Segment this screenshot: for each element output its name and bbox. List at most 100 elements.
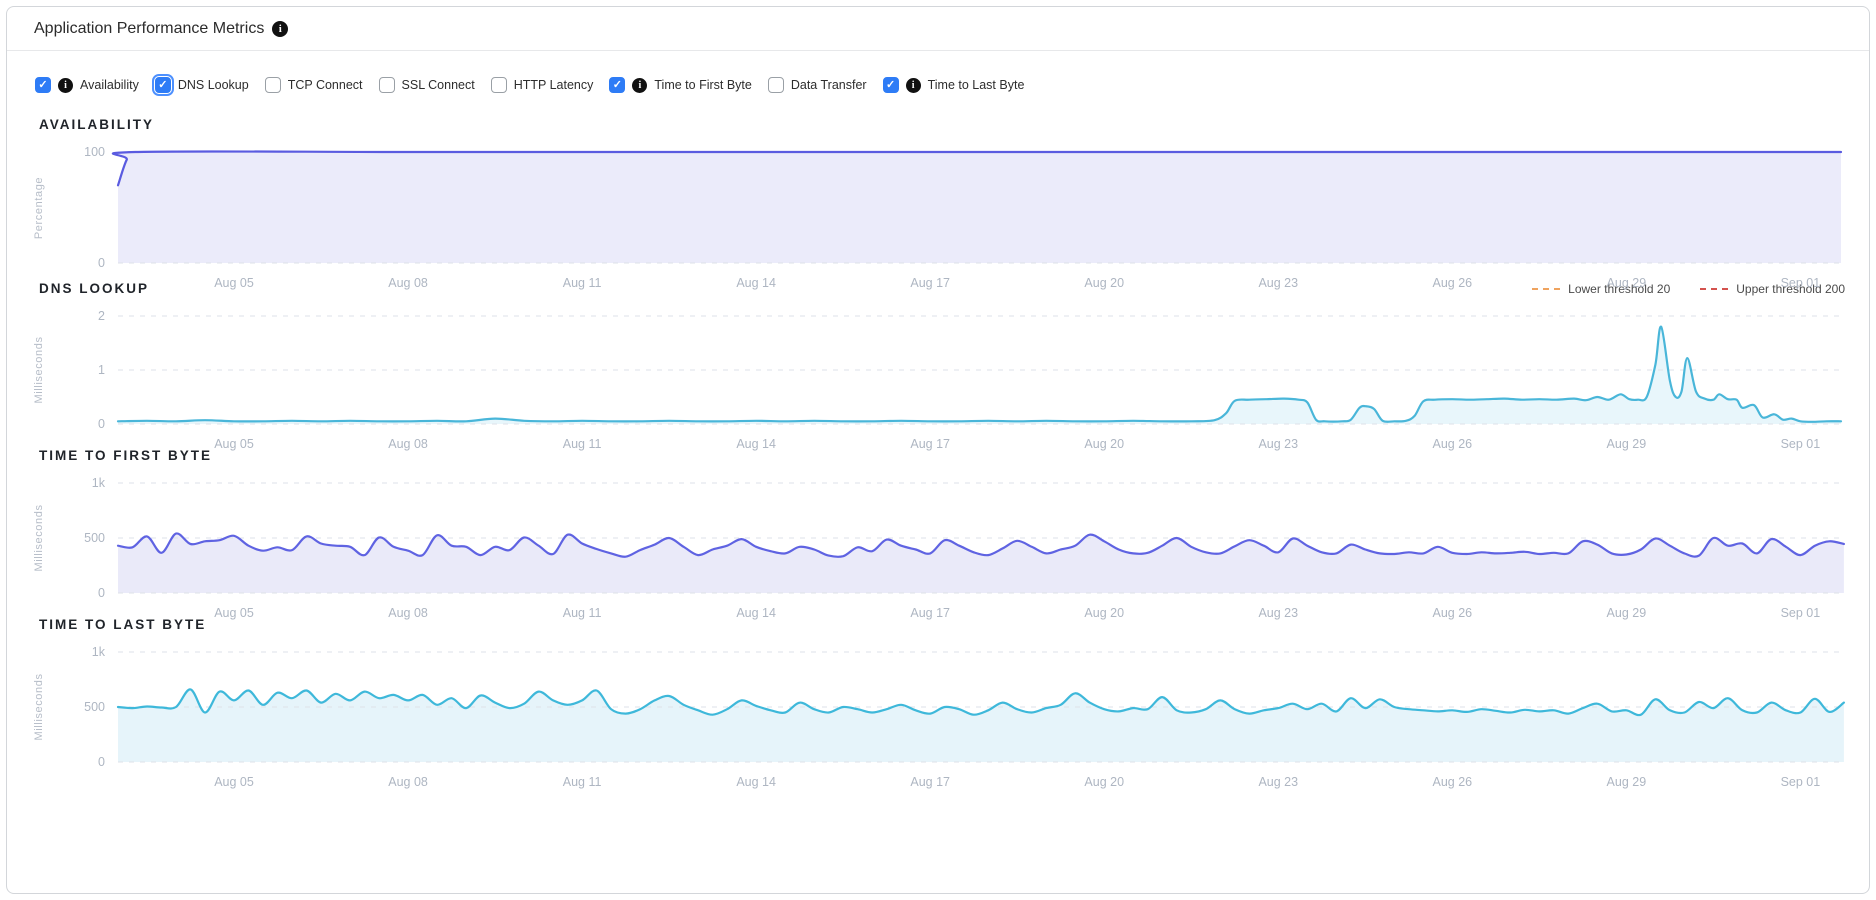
y-tick-label: 2 <box>98 309 105 323</box>
x-tick-label: Aug 20 <box>1084 437 1124 451</box>
x-tick-label: Sep 01 <box>1781 775 1821 789</box>
metric-toggles: ✓ i Availability ✓ DNS Lookup TCP Connect SSL … <box>7 51 1869 97</box>
x-tick-label: Aug 14 <box>736 437 776 451</box>
chart-title-availability: AVAILABILITY <box>39 117 154 132</box>
info-icon[interactable]: i <box>272 21 289 37</box>
x-tick-label: Aug 26 <box>1432 276 1472 290</box>
dns-lookup-area <box>118 326 1841 424</box>
x-tick-label: Aug 11 <box>563 437 602 451</box>
dns-lookup-chart-section: DNS LOOKUP Lower threshold 20 Upper thre… <box>7 281 1869 451</box>
checkbox-checked-icon[interactable]: ✓ <box>35 77 51 93</box>
x-tick-label: Aug 08 <box>388 276 428 290</box>
checkbox-checked-icon[interactable]: ✓ <box>882 77 899 93</box>
availability-plot: 100 0 Aug 05 Aug 08 Aug 11 Aug 14 Aug 17 Aug 20… <box>31 145 1845 290</box>
checkbox-unchecked-icon[interactable] <box>490 77 507 93</box>
toggle-time-to-first-byte[interactable]: ✓ i Time to First Byte <box>609 77 752 93</box>
x-tick-label: Aug 08 <box>388 775 428 789</box>
y-tick-label: 1k <box>92 645 106 659</box>
toggle-label: TCP Connect <box>287 78 363 92</box>
toggle-label: Time to First Byte <box>654 78 752 92</box>
x-tick-label: Aug 17 <box>910 606 950 620</box>
x-tick-label: Aug 11 <box>563 606 602 620</box>
chart-title-dns-lookup: DNS LOOKUP <box>39 281 150 296</box>
y-tick-label: 1 <box>98 363 105 377</box>
toggle-tcp-connect[interactable]: TCP Connect <box>264 77 363 93</box>
ttlb-chart-section: TIME TO LAST BYTE Milliseconds 1k 500 0 Aug… <box>7 617 1869 789</box>
x-tick-label: Aug 26 <box>1432 606 1472 620</box>
y-tick-label: 100 <box>84 145 105 159</box>
panel-header: Application Performance Metrics i <box>7 7 1869 50</box>
ttfb-plot: 1k 500 0 Aug 05 Aug 08 Aug 11 Aug 14 Aug 17 Aug … <box>31 476 1845 620</box>
time-to-last-byte-area <box>118 689 1844 762</box>
x-tick-label: Aug 14 <box>736 775 776 789</box>
toggle-data-transfer[interactable]: Data Transfer <box>767 77 867 93</box>
toggle-ssl-connect[interactable]: SSL Connect <box>378 77 475 93</box>
x-tick-label: Aug 23 <box>1258 775 1298 789</box>
x-tick-label: Aug 14 <box>736 606 776 620</box>
x-tick-label: Sep 01 <box>1781 276 1821 290</box>
x-tick-label: Aug 17 <box>910 437 950 451</box>
x-tick-label: Aug 23 <box>1258 606 1298 620</box>
x-tick-label: Aug 05 <box>214 606 254 620</box>
x-tick-label: Aug 26 <box>1432 437 1472 451</box>
toggle-label: HTTP Latency <box>513 78 594 92</box>
toggle-label: SSL Connect <box>401 78 475 92</box>
metrics-panel: Application Performance Metrics i ✓ i Avai… <box>6 6 1870 894</box>
toggle-dns-lookup[interactable]: ✓ DNS Lookup <box>151 73 249 97</box>
x-tick-label: Aug 20 <box>1084 276 1124 290</box>
header-divider <box>7 50 1869 51</box>
toggle-label: Data Transfer <box>790 78 867 92</box>
lower-threshold-dash-icon <box>1532 287 1561 290</box>
x-tick-label: Aug 14 <box>736 276 776 290</box>
dns-lookup-line <box>116 325 1843 423</box>
x-tick-label: Aug 08 <box>388 606 428 620</box>
toggle-availability[interactable]: ✓ i Availability <box>35 77 139 93</box>
x-tick-label: Aug 26 <box>1432 775 1472 789</box>
toggle-label: Time to Last Byte <box>927 78 1025 92</box>
info-icon[interactable]: i <box>905 77 921 93</box>
checkbox-unchecked-icon[interactable] <box>767 77 784 93</box>
x-tick-label: Aug 11 <box>563 276 602 290</box>
y-tick-label: 1k <box>92 476 106 490</box>
x-tick-label: Aug 05 <box>214 276 254 290</box>
availability-chart-section: AVAILABILITY Percentage 100 0 Aug 05 Aug 08… <box>7 117 1869 290</box>
toggle-label: DNS Lookup <box>177 78 249 92</box>
checkbox-checked-icon[interactable]: ✓ <box>609 77 626 93</box>
y-tick-label: 500 <box>84 700 105 714</box>
ttfb-chart-section: TIME TO FIRST BYTE Milliseconds 1k 500 0 Au… <box>7 448 1869 620</box>
x-tick-label: Aug 23 <box>1258 437 1298 451</box>
x-tick-label: Aug 29 <box>1607 775 1647 789</box>
info-icon[interactable]: i <box>632 77 648 93</box>
toggle-time-to-last-byte[interactable]: ✓ i Time to Last Byte <box>882 77 1025 93</box>
x-tick-label: Aug 11 <box>563 775 602 789</box>
time-to-first-byte-line <box>116 532 1845 558</box>
checkbox-checked-icon[interactable]: ✓ <box>151 73 175 97</box>
chart-title-ttfb: TIME TO FIRST BYTE <box>39 448 213 463</box>
ttlb-plot: 1k 500 0 Aug 05 Aug 08 Aug 11 Aug 14 Aug 17 Aug … <box>31 645 1845 789</box>
dns-lookup-plot: 2 1 0 Aug 05 Aug 08 Aug 11 Aug 14 Aug 17 Aug 20 A… <box>31 309 1845 451</box>
x-tick-label: Aug 23 <box>1258 276 1298 290</box>
availability-line <box>111 150 1843 187</box>
x-tick-label: Aug 29 <box>1607 276 1647 290</box>
x-tick-label: Aug 20 <box>1084 606 1124 620</box>
x-tick-label: Aug 05 <box>214 437 254 451</box>
x-tick-label: Aug 29 <box>1607 606 1647 620</box>
x-tick-label: Sep 01 <box>1781 606 1821 620</box>
page-title: Application Performance Metrics <box>34 20 265 37</box>
info-icon[interactable]: i <box>58 77 73 93</box>
y-tick-label: 0 <box>98 256 105 270</box>
x-tick-label: Aug 29 <box>1607 437 1647 451</box>
x-tick-label: Aug 17 <box>910 276 950 290</box>
x-tick-label: Aug 20 <box>1084 775 1124 789</box>
checkbox-unchecked-icon[interactable] <box>378 77 395 93</box>
legend-lower-threshold: Lower threshold 20 <box>1532 282 1670 296</box>
legend-upper-threshold: Upper threshold 200 <box>1700 282 1845 296</box>
toggle-label: Availability <box>80 78 139 92</box>
chart-title-ttlb: TIME TO LAST BYTE <box>39 617 207 632</box>
x-tick-label: Aug 08 <box>388 437 428 451</box>
checkbox-unchecked-icon[interactable] <box>264 77 281 93</box>
upper-threshold-dash-icon <box>1700 287 1729 290</box>
toggle-http-latency[interactable]: HTTP Latency <box>490 77 594 93</box>
threshold-legend: Lower threshold 20 Upper threshold 200 <box>1532 282 1845 296</box>
x-tick-label: Aug 05 <box>214 775 254 789</box>
